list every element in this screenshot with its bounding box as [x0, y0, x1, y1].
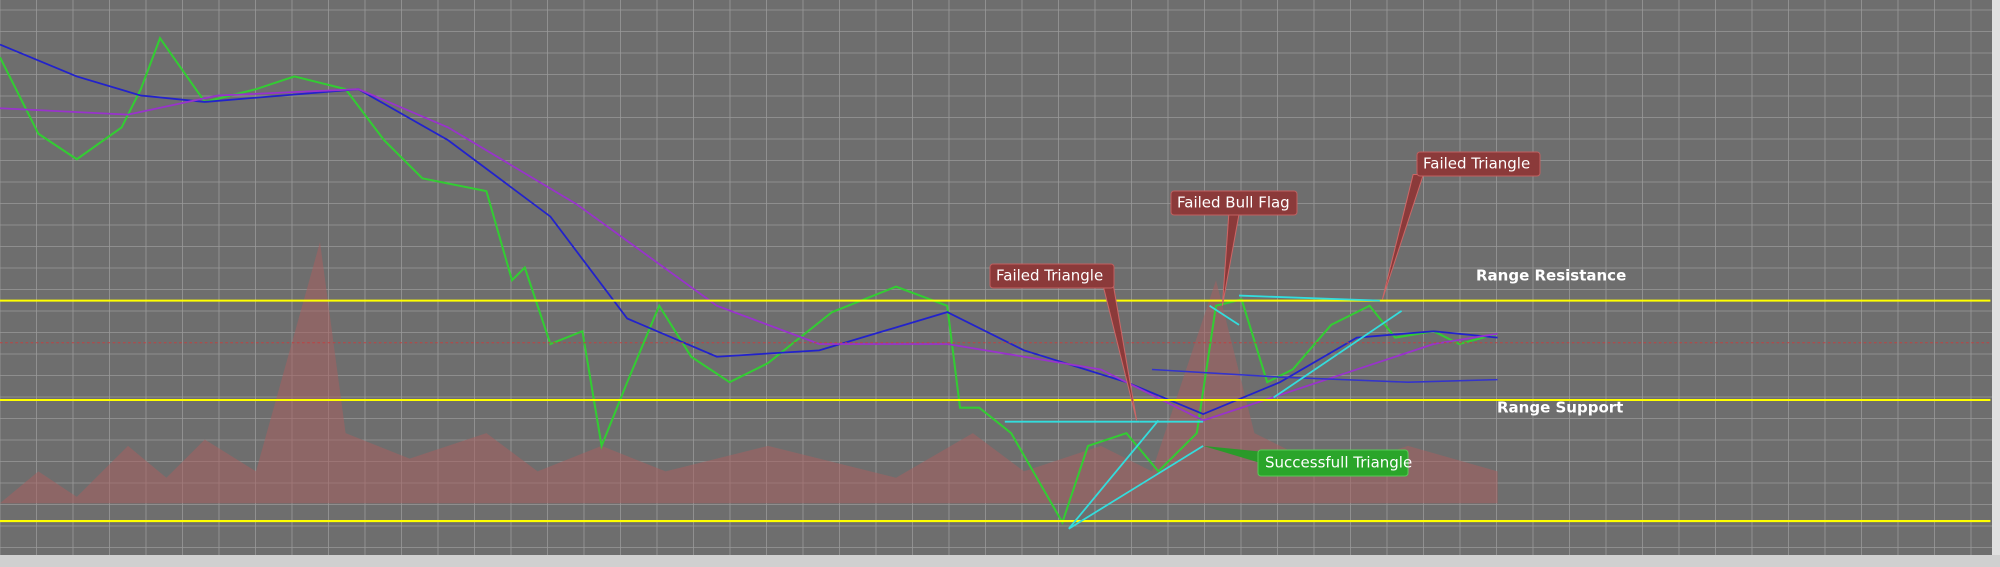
callout-text: Failed Triangle	[1423, 155, 1530, 173]
price-line	[0, 36, 1498, 525]
callout-pointer-green	[1203, 445, 1268, 466]
plot	[0, 36, 1991, 530]
trendlines	[1004, 294, 1403, 530]
level-label: Range Support	[1497, 399, 1623, 417]
price-scale	[1992, 0, 2000, 555]
callout-box	[1416, 151, 1541, 177]
callout-text: Successfull Triangle	[1265, 454, 1412, 472]
moving-average-purple	[0, 88, 1498, 422]
callout-pointers	[1102, 174, 1425, 421]
callout-box	[989, 263, 1115, 289]
callout-text: Failed Triangle	[996, 267, 1103, 285]
callout-text: Failed Bull Flag	[1177, 194, 1290, 212]
moving-average-slow	[1151, 368, 1498, 383]
status-bar	[0, 555, 2000, 567]
level-label: Range Resistance	[1476, 267, 1626, 285]
callout-box	[1170, 190, 1298, 216]
callout-box	[1257, 449, 1409, 477]
